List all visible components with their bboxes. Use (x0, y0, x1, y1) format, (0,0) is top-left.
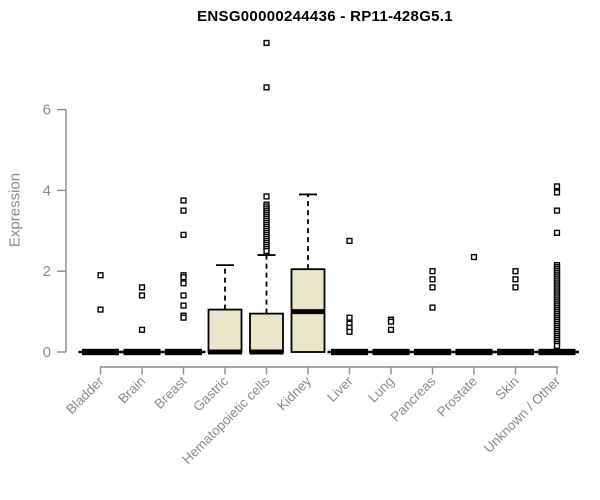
outlier-point (180, 231, 187, 238)
outlier-point (346, 237, 353, 245)
outlier-point (263, 39, 270, 47)
outlier-point (263, 84, 270, 91)
boxplot-pancreas (410, 268, 455, 356)
x-tick-label-liver: Liver (324, 373, 356, 405)
outlier-point (429, 268, 436, 275)
outlier-point (553, 189, 561, 196)
boxplot-hematopoietic-cells (249, 39, 284, 355)
box (249, 312, 284, 353)
collapsed-box (123, 348, 161, 356)
outlier-point (97, 306, 104, 313)
outlier-point (138, 326, 146, 333)
outlier-point (346, 328, 353, 335)
collapsed-box (331, 348, 368, 356)
y-axis: 0 2 4 6 (43, 102, 67, 361)
boxplot-brain (120, 284, 164, 356)
outlier-point (180, 302, 187, 309)
box (207, 308, 243, 353)
x-tick-label-unknown-other: Unknown / Other (481, 373, 564, 456)
boxplot-prostate (452, 253, 496, 356)
collapsed-box (82, 348, 119, 356)
outlier-point (263, 193, 270, 200)
boxplot-liver (327, 237, 372, 356)
outlier-point (263, 247, 270, 255)
outlier-point (429, 276, 436, 283)
x-tick-label-breast: Breast (151, 373, 189, 411)
y-tick-label: 6 (43, 102, 51, 119)
outlier-point (97, 272, 104, 279)
outlier-point (138, 284, 146, 291)
y-tick-label: 4 (43, 182, 51, 199)
y-tick-label: 0 (43, 344, 51, 361)
outlier-point (512, 276, 519, 283)
outlier-point (180, 207, 187, 214)
x-tick-label-brain: Brain (115, 374, 148, 407)
outlier-point (512, 268, 519, 275)
boxplot-lung (369, 316, 413, 356)
outlier-point (180, 280, 187, 287)
outlier-point (180, 292, 187, 299)
outlier-point (387, 318, 395, 325)
outlier-point (553, 207, 561, 214)
outlier-point (429, 284, 436, 291)
boxplot-kidney (290, 193, 326, 353)
x-tick-label-prostate: Prostate (434, 374, 480, 420)
x-tick-label-lung: Lung (365, 374, 397, 406)
x-tick-label-gastric: Gastric (190, 373, 231, 414)
collapsed-box (165, 348, 202, 356)
x-tick-label-pancreas: Pancreas (388, 373, 439, 424)
boxplot-skin (493, 268, 538, 356)
outlier-point (553, 229, 561, 236)
collapsed-box (414, 348, 451, 356)
collapsed-box (497, 348, 534, 356)
outlier-point (470, 253, 478, 261)
outlier-point (180, 314, 187, 321)
collapsed-box (372, 348, 410, 356)
boxplot-bladder (78, 272, 123, 356)
collapsed-box (455, 348, 493, 356)
boxplot-breast (161, 197, 206, 356)
boxplot-unknown-other (535, 183, 579, 356)
x-tick-label-bladder: Bladder (63, 373, 107, 417)
chart-title: ENSG00000244436 - RP11-428G5.1 (197, 8, 453, 25)
x-tick-label-skin: Skin (492, 374, 521, 403)
outlier-point (429, 304, 436, 311)
y-tick-label: 2 (43, 263, 51, 280)
outlier-point (138, 292, 146, 299)
boxplot-gastric (207, 264, 243, 355)
outlier-point (346, 314, 353, 321)
outlier-point (180, 274, 187, 281)
outlier-point (553, 342, 561, 350)
collapsed-box (538, 348, 576, 356)
outlier-point (553, 183, 561, 190)
outlier-point (387, 326, 395, 333)
outlier-point (512, 284, 519, 291)
x-tick-label-kidney: Kidney (274, 373, 314, 413)
outlier-point (180, 197, 187, 204)
